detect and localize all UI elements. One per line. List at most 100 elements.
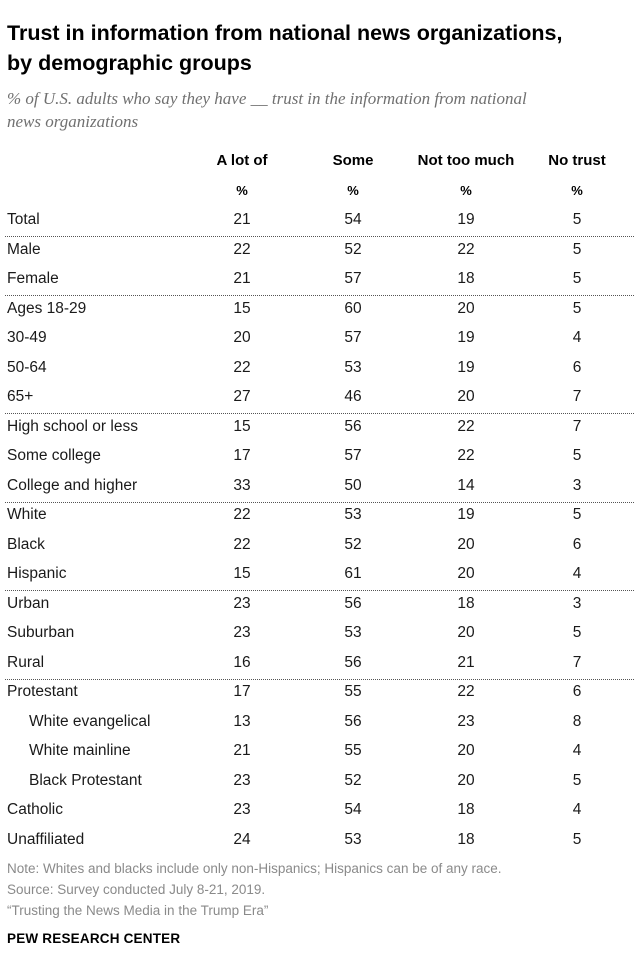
cell-some: 53	[344, 506, 362, 523]
cell-a-lot-of: 13	[233, 712, 251, 730]
cell-not-too-much: 20	[457, 535, 475, 553]
cell-no-trust: 5	[572, 506, 582, 523]
row-label: White mainline	[29, 742, 131, 759]
cell-not-too-much: 18	[457, 801, 475, 818]
cell-a-lot-of: 22	[233, 358, 251, 376]
note-text: Note: Whites and blacks include only non…	[7, 861, 502, 876]
row-label: Some college	[7, 447, 101, 464]
column-header-not-too-much: Not too much	[417, 152, 515, 169]
row-label: Suburban	[7, 624, 75, 641]
table-row: Ages 18-29 15 60 20 5	[0, 295, 639, 323]
cell-a-lot-of: 21	[233, 211, 251, 228]
table-row: Total 21 54 19 5	[0, 206, 639, 234]
report-title: “Trusting the News Media in the Trump Er…	[7, 903, 269, 918]
row-label: White	[7, 506, 47, 523]
cell-no-trust: 4	[572, 565, 582, 582]
group-divider	[5, 501, 634, 503]
row-label: Ages 18-29	[7, 299, 87, 317]
cell-not-too-much: 19	[457, 358, 475, 376]
table-row: Black Protestant 23 52 20 5	[0, 767, 639, 795]
cell-not-too-much: 21	[457, 653, 475, 671]
cell-some: 46	[344, 388, 362, 405]
table-row: White mainline 21 55 20 4	[0, 737, 639, 765]
cell-no-trust: 3	[572, 476, 582, 494]
cell-a-lot-of: 22	[233, 506, 251, 523]
chart-title-line-2: by demographic groups	[7, 51, 252, 75]
cell-a-lot-of: 16	[233, 653, 251, 671]
table-row: Female 21 57 18 5	[0, 265, 639, 293]
cell-not-too-much: 20	[457, 624, 475, 641]
cell-some: 61	[344, 565, 362, 582]
cell-some: 53	[344, 624, 362, 641]
cell-not-too-much: 23	[457, 712, 475, 730]
cell-some: 56	[344, 594, 362, 612]
cell-no-trust: 6	[572, 358, 582, 376]
cell-no-trust: 5	[572, 624, 582, 641]
cell-no-trust: 5	[572, 830, 582, 848]
cell-some: 57	[344, 329, 362, 346]
group-divider	[5, 236, 634, 237]
cell-not-too-much: 14	[457, 476, 475, 494]
column-header-no-trust: No trust	[548, 152, 606, 169]
cell-a-lot-of: 23	[233, 594, 251, 612]
cell-not-too-much: 22	[457, 683, 475, 700]
cell-some: 56	[344, 653, 362, 671]
cell-some: 54	[344, 801, 362, 818]
table-row: Some college 17 57 22 5	[0, 442, 639, 470]
cell-not-too-much: 20	[457, 388, 475, 405]
table-row: Unaffiliated 24 53 18 5	[0, 826, 639, 854]
cell-a-lot-of: 23	[233, 771, 251, 789]
row-label: Total	[7, 211, 40, 228]
table-row: High school or less 15 56 22 7	[0, 413, 639, 441]
cell-not-too-much: 22	[457, 447, 475, 464]
chart-title: Trust in information from national news …	[7, 18, 632, 78]
group-divider	[5, 590, 634, 591]
cell-some: 56	[344, 712, 362, 730]
cell-not-too-much: 18	[457, 270, 475, 287]
table-row: 65+ 27 46 20 7	[0, 383, 639, 411]
cell-a-lot-of: 17	[233, 447, 251, 464]
chart-subtitle-line-2: news organizations	[7, 112, 139, 131]
table-row: Urban 23 56 18 3	[0, 590, 639, 618]
row-label: 50-64	[7, 358, 47, 376]
cell-not-too-much: 19	[457, 329, 475, 346]
row-label: Black Protestant	[29, 771, 142, 789]
cell-not-too-much: 19	[457, 211, 475, 228]
cell-no-trust: 6	[572, 535, 582, 553]
group-divider	[5, 413, 634, 414]
row-label: White evangelical	[29, 712, 151, 730]
row-label: College and higher	[7, 476, 138, 494]
cell-no-trust: 5	[572, 240, 582, 258]
cell-a-lot-of: 21	[233, 270, 251, 287]
cell-not-too-much: 20	[457, 742, 475, 759]
cell-a-lot-of: 24	[233, 830, 251, 848]
group-divider	[5, 295, 634, 296]
cell-no-trust: 4	[572, 742, 582, 759]
cell-a-lot-of: 27	[233, 388, 251, 405]
cell-not-too-much: 19	[457, 506, 475, 523]
row-label: Catholic	[7, 801, 63, 818]
cell-no-trust: 4	[572, 801, 582, 818]
row-label: Female	[7, 270, 59, 287]
chart-title-line-1: Trust in information from national news …	[7, 21, 563, 45]
row-label: 30-49	[7, 329, 47, 346]
cell-no-trust: 4	[572, 329, 582, 346]
cell-a-lot-of: 15	[233, 417, 251, 435]
cell-no-trust: 5	[572, 270, 582, 287]
unit-label-some: %	[347, 183, 359, 198]
cell-no-trust: 8	[572, 712, 582, 730]
row-label: Male	[7, 240, 41, 258]
cell-some: 56	[344, 417, 362, 435]
cell-a-lot-of: 17	[233, 683, 251, 700]
table-row: College and higher 33 50 14 3	[0, 472, 639, 500]
cell-a-lot-of: 20	[233, 329, 251, 346]
cell-no-trust: 3	[572, 594, 582, 612]
cell-a-lot-of: 23	[233, 801, 251, 818]
cell-a-lot-of: 23	[233, 624, 251, 641]
cell-some: 53	[344, 830, 362, 848]
cell-not-too-much: 22	[457, 240, 475, 258]
chart-subtitle: % of U.S. adults who say they have __ tr…	[7, 87, 632, 133]
cell-a-lot-of: 15	[233, 565, 251, 582]
cell-no-trust: 7	[572, 388, 582, 405]
